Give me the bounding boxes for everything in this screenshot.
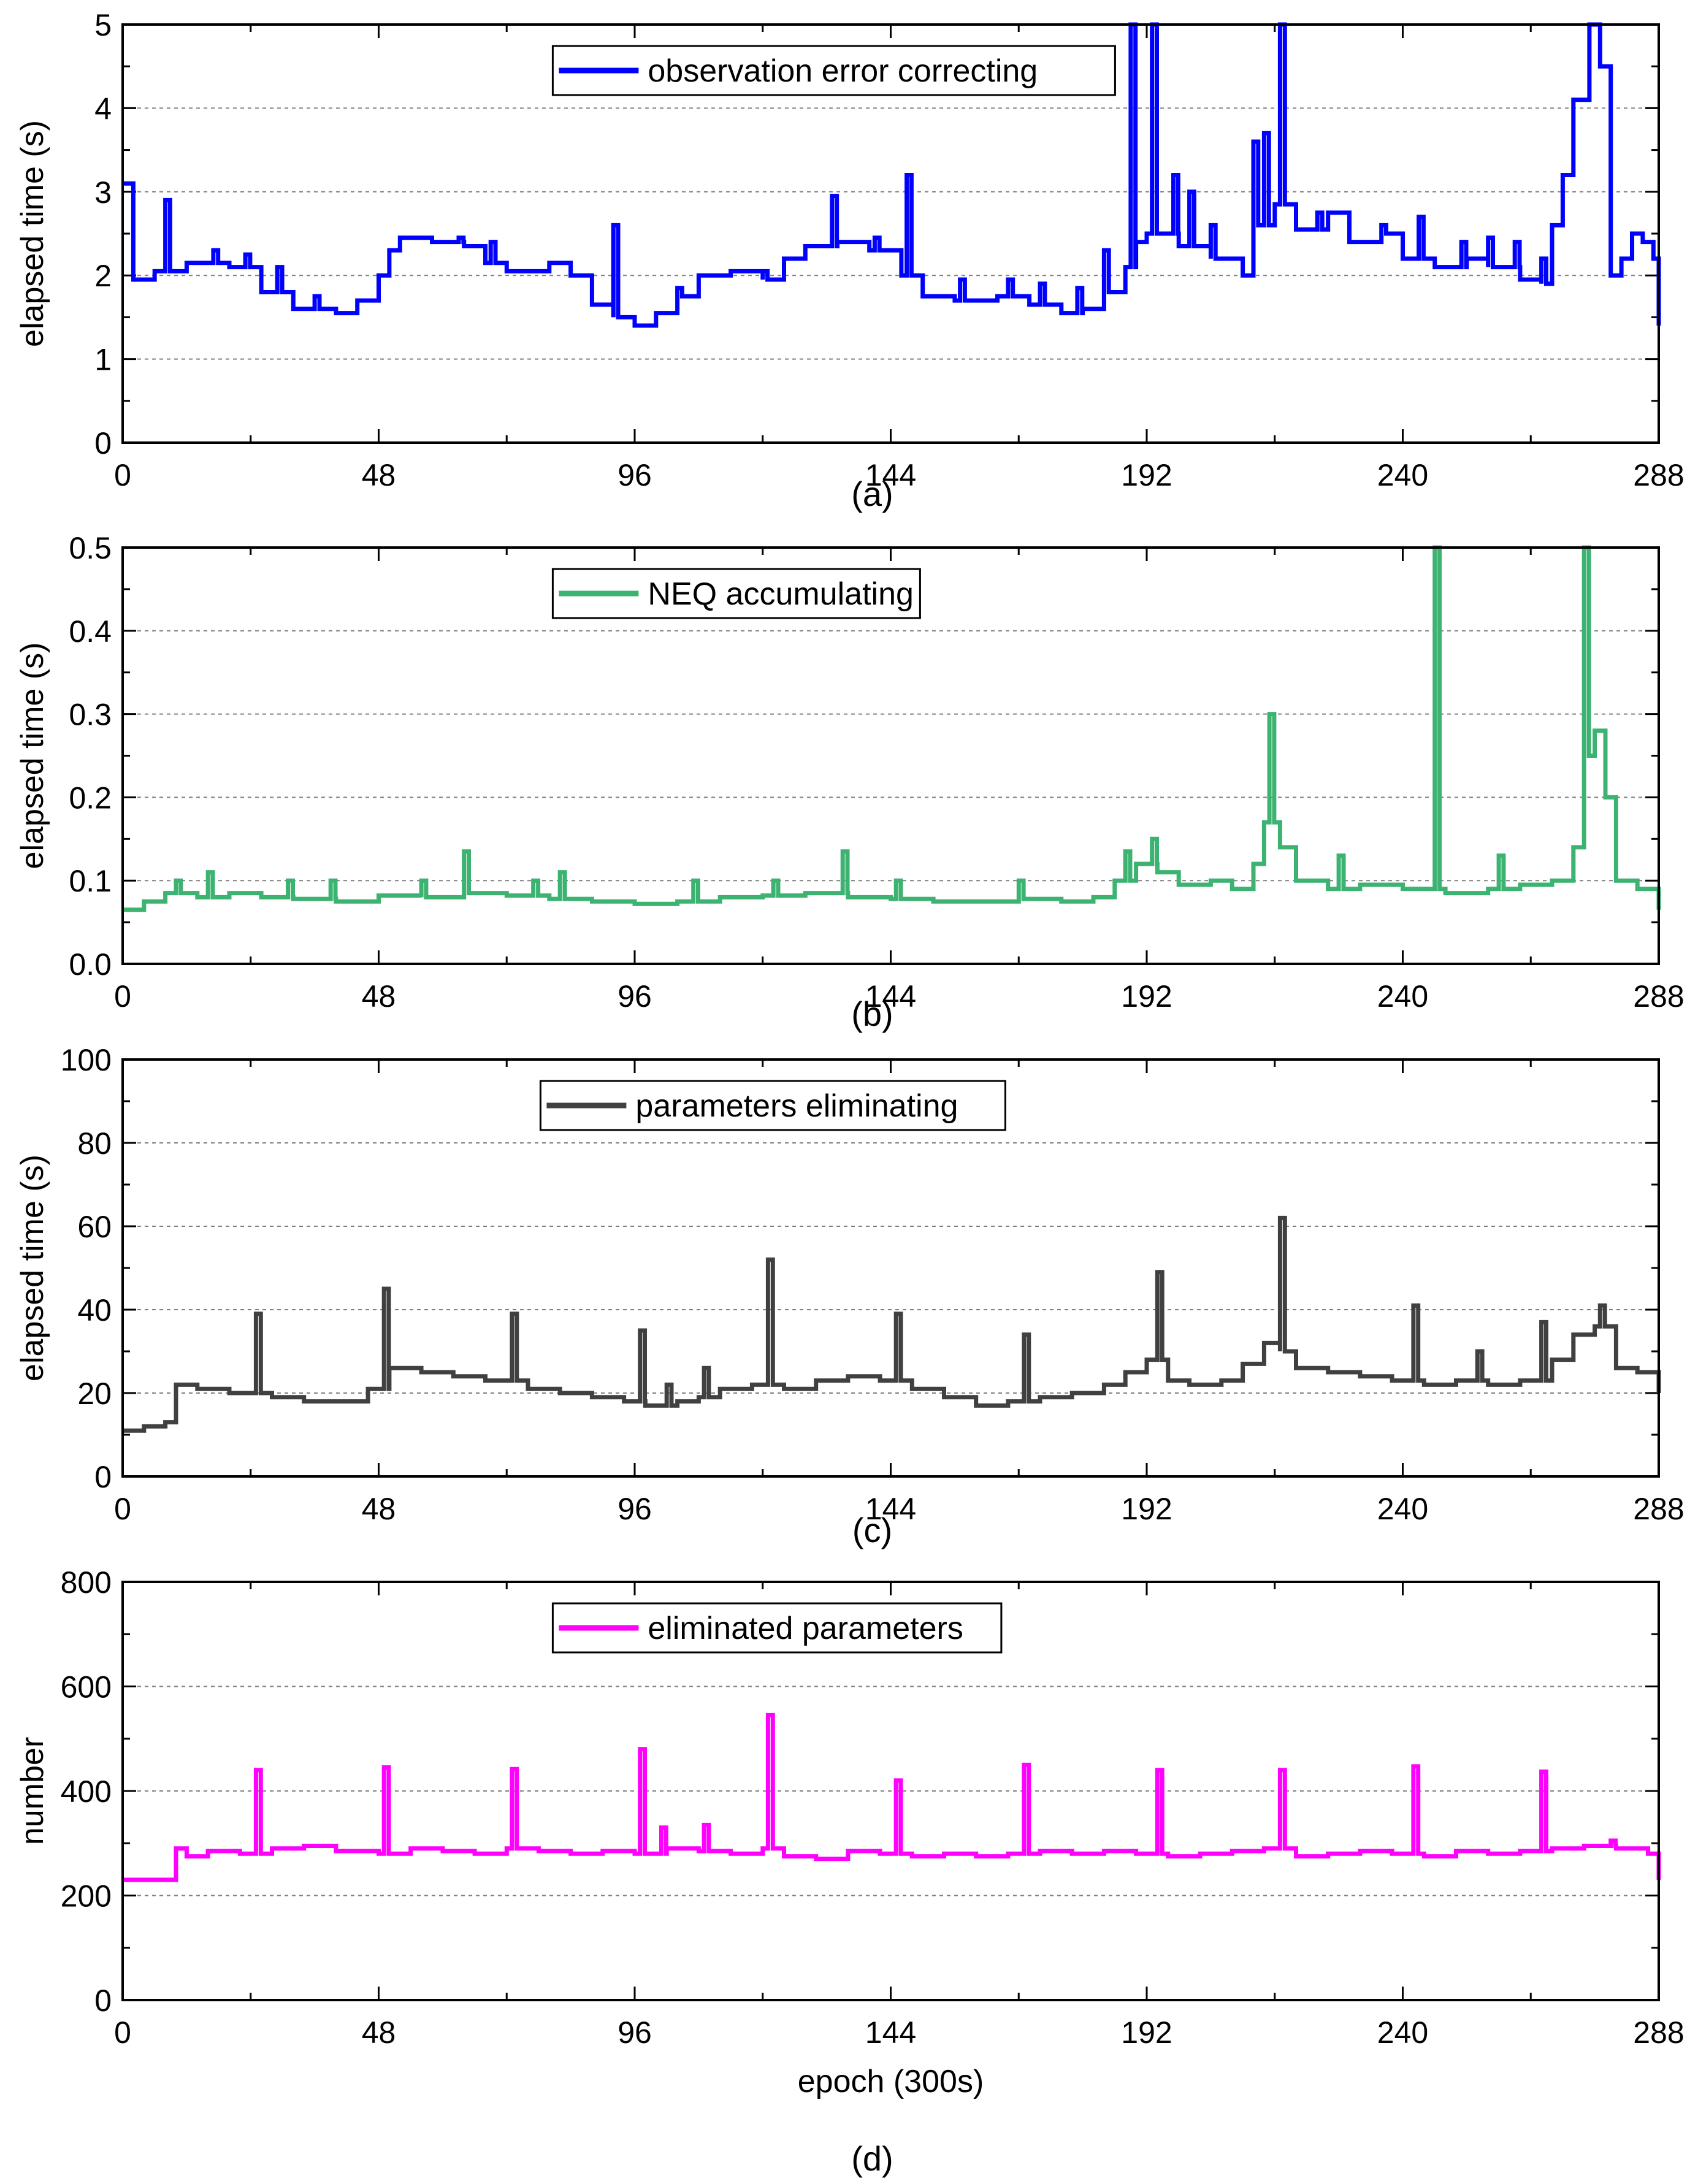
y-tick-label: 600 (61, 1670, 112, 1705)
x-tick-label: 240 (1377, 1492, 1428, 1526)
x-tick-label: 144 (865, 458, 916, 492)
y-tick-label: 0 (94, 426, 112, 460)
y-tick-label: 100 (61, 1043, 112, 1077)
y-tick-label: 2 (94, 259, 112, 293)
panel-label: (a) (851, 475, 893, 513)
y-tick-label: 40 (77, 1293, 112, 1327)
x-tick-label: 192 (1121, 1492, 1172, 1526)
y-tick-label: 1 (94, 343, 112, 377)
x-tick-label: 240 (1377, 979, 1428, 1014)
y-tick-label: 60 (77, 1210, 112, 1244)
series-line (123, 545, 1661, 912)
x-axis-label: epoch (300s) (798, 2064, 984, 2099)
series-line (123, 1215, 1661, 1433)
y-tick-label: 20 (77, 1376, 112, 1411)
x-tick-label: 288 (1633, 2015, 1684, 2050)
x-tick-label: 240 (1377, 458, 1428, 492)
y-axis-label: elapsed time (s) (15, 120, 50, 347)
x-tick-label: 288 (1633, 979, 1684, 1014)
plot-frame (121, 546, 1660, 965)
panel-1: 0.0 0.1 0.2 0.3 0.4 0.5 0 48 96 144 192 240 288 NEQ a… (15, 531, 1685, 1033)
y-tick-label: 0.1 (69, 864, 112, 898)
panel-0: 0 1 2 3 4 5 0 48 96 144 192 240 288 observation error… (15, 8, 1685, 513)
y-tick-label: 5 (94, 8, 112, 42)
panel-label: (d) (851, 2139, 893, 2178)
y-tick-label: 0.3 (69, 698, 112, 732)
x-tick-label: 48 (362, 979, 396, 1014)
x-tick-label: 48 (362, 1492, 396, 1526)
x-tick-label: 144 (865, 2015, 916, 2050)
legend-label: parameters eliminating (635, 1088, 958, 1124)
y-tick-label: 0.4 (69, 614, 112, 649)
legend: observation error correcting (551, 45, 1116, 96)
series-line (123, 22, 1661, 328)
panel-label: (c) (852, 1511, 892, 1549)
x-tick-label: 0 (114, 1492, 131, 1526)
x-tick-label: 0 (114, 458, 131, 492)
y-axis-label: elapsed time (s) (15, 1155, 50, 1381)
y-tick-label: 0 (94, 1460, 112, 1494)
legend: eliminated parameters (551, 1602, 1003, 1654)
x-tick-label: 288 (1633, 458, 1684, 492)
y-tick-label: 0 (94, 1984, 112, 2018)
x-tick-label: 96 (618, 979, 652, 1014)
y-tick-label: 0.5 (69, 531, 112, 565)
panel-label: (b) (851, 995, 893, 1033)
panel-2: 0 20 40 60 80 100 0 48 96 144 192 240 288 parameters … (15, 1043, 1685, 1549)
x-tick-label: 0 (114, 979, 131, 1014)
y-tick-label: 80 (77, 1126, 112, 1161)
x-tick-label: 48 (362, 2015, 396, 2050)
y-axis-label: elapsed time (s) (15, 643, 50, 869)
y-axis-label: number (15, 1737, 50, 1845)
y-tick-label: 400 (61, 1774, 112, 1809)
plot-frame (121, 23, 1660, 444)
x-tick-label: 192 (1121, 2015, 1172, 2050)
legend: parameters eliminating (539, 1080, 1006, 1131)
y-tick-label: 4 (94, 91, 112, 126)
legend-box (551, 45, 1116, 96)
x-tick-label: 48 (362, 458, 396, 492)
series-line (123, 1712, 1661, 1882)
x-tick-label: 96 (618, 1492, 652, 1526)
x-tick-label: 96 (618, 2015, 652, 2050)
panel-3: 0 200 400 600 800 0 48 96 144 192 240 288 eliminated… (15, 1565, 1685, 2178)
legend-label: NEQ accumulating (648, 576, 914, 612)
x-tick-label: 0 (114, 2015, 131, 2050)
plot-frame (121, 1058, 1660, 1478)
y-tick-label: 800 (61, 1565, 112, 1600)
y-tick-label: 3 (94, 175, 112, 210)
x-tick-label: 96 (618, 458, 652, 492)
y-tick-label: 0.2 (69, 781, 112, 815)
legend-label: observation error correcting (648, 53, 1038, 89)
x-tick-label: 144 (865, 979, 916, 1014)
plot-frame (121, 1581, 1660, 2001)
y-tick-label: 200 (61, 1879, 112, 1914)
legend: NEQ accumulating (551, 568, 921, 619)
x-tick-label: 288 (1633, 1492, 1684, 1526)
x-tick-label: 192 (1121, 458, 1172, 492)
x-tick-label: 240 (1377, 2015, 1428, 2050)
y-tick-label: 0.0 (69, 947, 112, 982)
x-tick-label: 144 (865, 1492, 916, 1526)
legend-label: eliminated parameters (648, 1611, 963, 1646)
x-tick-label: 192 (1121, 979, 1172, 1014)
